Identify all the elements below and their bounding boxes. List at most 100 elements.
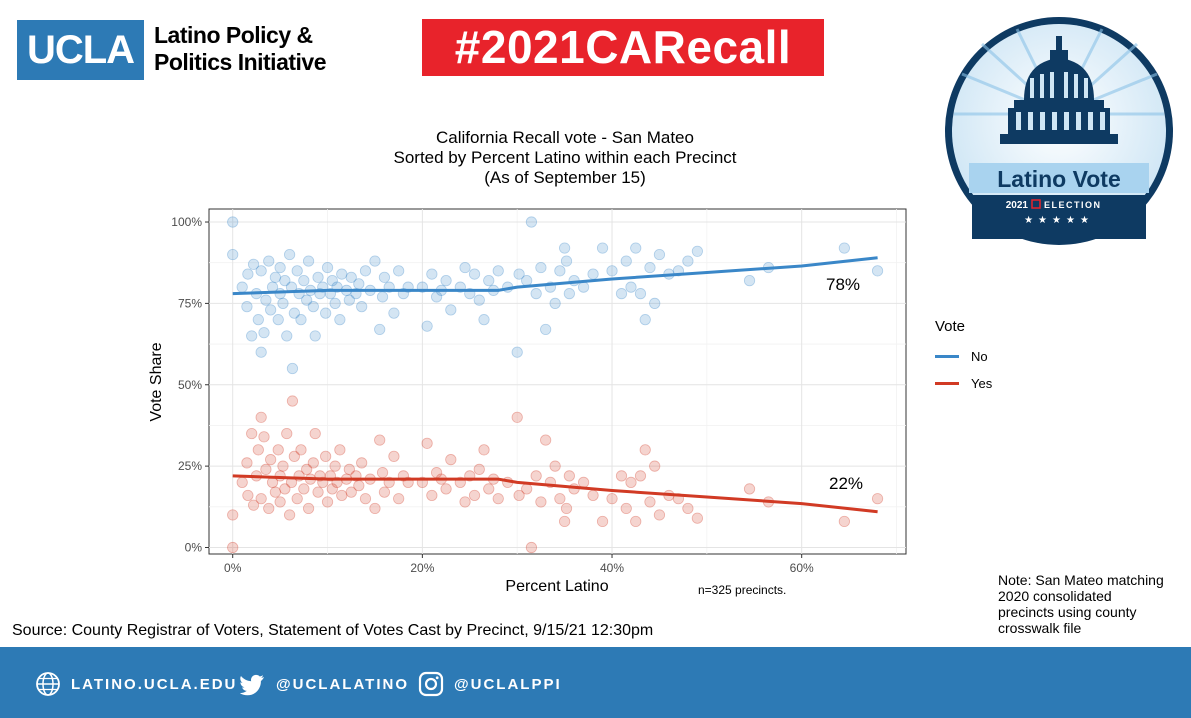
point-no: [345, 271, 357, 283]
point-yes: [288, 450, 300, 462]
point-yes: [326, 483, 338, 495]
point-no: [281, 330, 293, 342]
point-no: [269, 271, 281, 283]
point-yes: [549, 460, 561, 472]
note-line-2: 2020 consolidated: [998, 588, 1112, 604]
point-yes: [356, 457, 368, 469]
point-yes: [320, 450, 332, 462]
footer-instagram[interactable]: @UCLALPPI: [418, 671, 562, 697]
x-axis-label: Percent Latino: [505, 578, 608, 595]
point-no: [374, 323, 386, 336]
footer-twitter[interactable]: @UCLALATINO: [240, 671, 409, 697]
point-no: [227, 248, 239, 261]
point-yes: [426, 489, 438, 502]
point-yes: [440, 483, 452, 495]
point-no: [298, 275, 310, 287]
point-yes: [295, 444, 307, 456]
point-no: [563, 288, 575, 300]
note-line-3: precincts using county: [998, 604, 1137, 620]
point-yes: [376, 467, 389, 479]
point-no: [265, 304, 277, 316]
latino-vote-seal: Latino Vote 2021 ELECTION ★★★★★: [945, 17, 1173, 245]
point-yes: [473, 463, 485, 475]
seal-title: Latino Vote: [997, 166, 1121, 192]
point-yes: [596, 515, 609, 528]
point-no: [227, 216, 239, 228]
point-yes: [871, 493, 884, 505]
point-no: [639, 314, 651, 326]
point-yes: [336, 489, 348, 502]
point-yes: [639, 444, 651, 456]
point-yes: [252, 444, 264, 456]
point-yes: [260, 463, 272, 475]
point-no: [236, 281, 248, 293]
point-yes: [625, 476, 637, 488]
point-yes: [459, 496, 471, 508]
point-yes: [838, 515, 850, 528]
point-no: [274, 261, 286, 274]
point-yes: [634, 470, 647, 482]
point-yes: [577, 476, 590, 488]
footer-bar: LATINO.UCLA.EDU @UCLALATINO @UCLALPPI: [0, 647, 1191, 718]
footer-website[interactable]: LATINO.UCLA.EDU: [35, 671, 237, 697]
point-yes: [369, 502, 381, 515]
point-yes: [307, 457, 319, 469]
point-no: [320, 307, 332, 319]
x-tick-label: 20%: [410, 561, 434, 575]
point-yes: [653, 509, 666, 521]
org-name-line2: Politics Initiative: [154, 49, 327, 75]
point-yes: [263, 502, 275, 515]
point-no: [535, 261, 547, 274]
legend-item-no: No: [935, 349, 992, 364]
point-yes: [478, 444, 490, 456]
point-yes: [492, 493, 504, 505]
legend-item-yes: Yes: [935, 376, 992, 391]
point-no: [513, 268, 525, 280]
point-yes: [284, 509, 296, 521]
point-yes: [513, 489, 525, 502]
point-no: [353, 278, 365, 290]
point-no: [242, 268, 254, 280]
point-no: [653, 248, 666, 261]
org-name: Latino Policy & Politics Initiative: [154, 22, 327, 76]
point-yes: [255, 411, 267, 423]
instagram-icon: [418, 671, 444, 697]
point-yes: [258, 431, 270, 443]
point-no: [279, 275, 291, 287]
point-yes: [554, 493, 566, 505]
point-yes: [334, 444, 346, 456]
point-no: [272, 314, 284, 326]
point-yes: [227, 541, 239, 554]
point-no: [426, 268, 438, 280]
seal-year: 2021: [1006, 200, 1029, 211]
point-yes: [483, 483, 495, 495]
point-yes: [743, 483, 756, 495]
globe-icon: [36, 672, 60, 696]
point-no: [577, 281, 590, 293]
point-no: [440, 275, 452, 287]
point-no: [329, 297, 341, 309]
point-yes: [682, 502, 694, 515]
hashtag-banner: #2021CARecall: [422, 19, 824, 76]
note-line-4: crosswalk file: [998, 620, 1082, 636]
y-tick-label: 50%: [178, 378, 202, 392]
point-yes: [630, 515, 642, 528]
point-no: [421, 320, 433, 332]
point-no: [511, 346, 523, 358]
point-yes: [298, 483, 310, 495]
point-no: [649, 297, 661, 309]
point-no: [246, 330, 258, 342]
point-yes: [691, 512, 703, 524]
point-no: [255, 265, 267, 277]
point-yes: [312, 486, 324, 498]
point-yes: [301, 463, 313, 475]
point-no: [334, 314, 346, 326]
point-yes: [291, 493, 303, 505]
y-tick-label: 75%: [178, 296, 202, 310]
point-yes: [521, 483, 533, 495]
point-no: [620, 255, 632, 267]
y-tick-label: 100%: [171, 215, 202, 229]
point-no: [359, 265, 372, 277]
precinct-count-note: n=325 precincts.: [698, 583, 787, 597]
point-no: [838, 242, 850, 254]
